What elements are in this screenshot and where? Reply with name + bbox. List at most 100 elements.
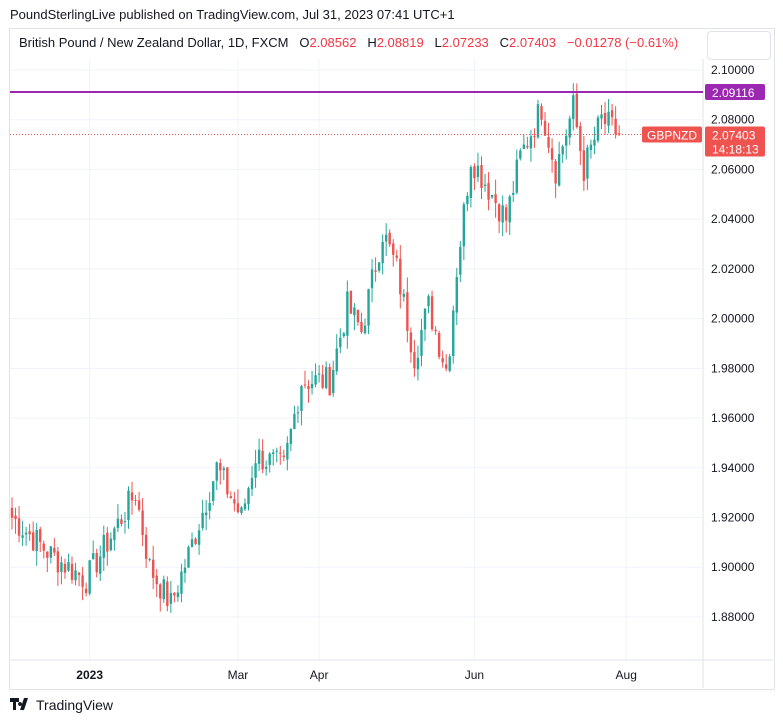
candle-body [286, 442, 289, 460]
y-tick-label: 1.92000 [711, 510, 755, 524]
candle-body [264, 466, 268, 469]
candle-body [476, 165, 480, 178]
candle-body [554, 161, 557, 184]
candle-body [356, 309, 360, 323]
x-tick-label: Aug [616, 668, 637, 682]
open-value: 2.08562 [309, 35, 357, 50]
candle-body [377, 262, 381, 271]
candle-body [303, 384, 307, 386]
change-value: −0.01278 (−0.61%) [566, 35, 679, 50]
candle-body [317, 373, 321, 375]
candle-body [293, 413, 296, 430]
y-tick-label: 2.10000 [711, 63, 755, 77]
candle-body [229, 496, 233, 499]
y-tick-label: 1.94000 [711, 461, 755, 475]
candle-body [441, 357, 444, 363]
candle-body [406, 292, 409, 331]
candle-body [617, 133, 621, 135]
candle-body [24, 532, 28, 535]
candle-body [473, 166, 476, 179]
candle-body [250, 477, 254, 490]
candle-body [219, 463, 222, 471]
candle-body [215, 462, 218, 481]
candle-body [367, 289, 370, 326]
candle-body [462, 204, 466, 247]
candle-body [289, 428, 293, 444]
candle-body [77, 572, 81, 576]
candle-body [300, 386, 303, 412]
chart-settings-button[interactable] [707, 31, 771, 60]
x-tick-label: Jun [465, 668, 484, 682]
candle-body [240, 507, 243, 513]
candle-body [399, 258, 402, 295]
candle-body [610, 110, 614, 118]
candle-body [21, 535, 24, 538]
candle-body [402, 293, 406, 297]
footer: TradingView [10, 697, 113, 713]
candle-body [35, 529, 38, 552]
candle-body [141, 510, 144, 535]
candle-body [190, 539, 194, 548]
candle-body [346, 291, 349, 336]
candle-body [600, 114, 603, 119]
candle-body [494, 194, 497, 204]
candle-body [430, 296, 434, 330]
candle-body [130, 492, 134, 501]
candle-body [116, 518, 120, 528]
y-tick-label: 2.02000 [711, 262, 755, 276]
candle-body [392, 243, 395, 255]
candle-body [589, 144, 593, 150]
candle-body [543, 120, 547, 136]
candle-body [120, 519, 123, 525]
candle-body [99, 556, 102, 574]
candle-body [483, 184, 487, 186]
candle-body [420, 329, 423, 357]
candle-body [363, 325, 367, 334]
candle-body [296, 412, 300, 414]
chart-frame[interactable] [9, 28, 775, 690]
candle-body [409, 332, 413, 353]
candle-body [95, 552, 98, 573]
candle-body [321, 374, 324, 388]
candle-body [593, 139, 596, 146]
candle-body [236, 503, 240, 513]
candle-body [275, 450, 278, 452]
candle-body [490, 194, 494, 198]
candle-body [434, 329, 437, 332]
candle-body [557, 154, 561, 186]
candle-body [423, 308, 427, 330]
candle-body [328, 367, 331, 396]
candle-body [459, 246, 462, 275]
candle-body [480, 164, 483, 188]
candle-body [84, 588, 88, 594]
y-tick-label: 2.08000 [711, 113, 755, 127]
candle-body [254, 463, 257, 478]
candle-body [596, 117, 600, 141]
candle-body [339, 337, 342, 348]
candle-body [310, 383, 314, 389]
candle-body [42, 543, 45, 551]
candle-body [46, 551, 49, 558]
open-label: O [299, 35, 310, 50]
candle-body [208, 503, 211, 511]
candle-body [63, 563, 67, 573]
symbol-tag-text: GBPNZD [647, 129, 697, 143]
candle-body [374, 270, 377, 272]
candle-body [529, 136, 533, 149]
y-tick-label: 1.90000 [711, 560, 755, 574]
candle-body [515, 159, 518, 193]
candle-body [134, 499, 137, 501]
candle-body [607, 111, 610, 126]
candle-body [307, 385, 310, 390]
candle-body [579, 126, 582, 152]
low-label: L [434, 35, 442, 50]
candle-body [508, 196, 511, 223]
x-tick-label: 2023 [76, 668, 103, 682]
candle-body [243, 503, 247, 510]
candle-body [427, 295, 430, 307]
candle-body [183, 567, 187, 574]
candle-body [444, 364, 448, 369]
candle-body [575, 93, 578, 128]
candle-body [123, 521, 127, 523]
